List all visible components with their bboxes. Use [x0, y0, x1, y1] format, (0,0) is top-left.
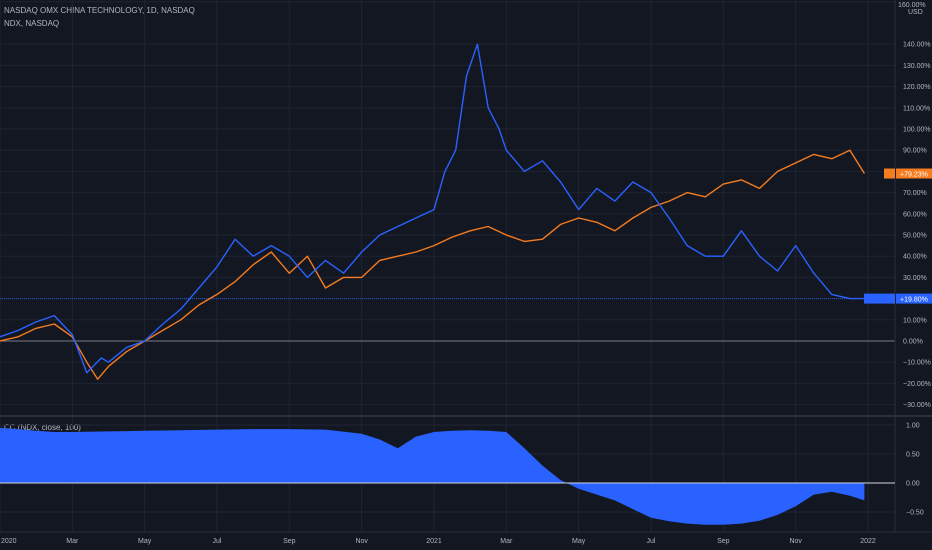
x-tick-label: Jul — [647, 538, 656, 545]
y-tick-label: 70.00% — [903, 190, 927, 197]
ndx-value-badge — [896, 168, 932, 179]
china-tech-value-badge — [896, 293, 932, 304]
ndx-value-label: +79.23% — [900, 172, 928, 179]
cc-y-tick-label: −0.50 — [906, 510, 924, 517]
y-tick-label: 50.00% — [903, 233, 927, 240]
symbol-line: NASDAQ OMX CHINA TECHNOLOGY, 1D, NASDAQ — [4, 6, 195, 15]
ndx-symbol-badge — [884, 168, 895, 179]
y-tick-label: 140.00% — [903, 42, 931, 49]
x-tick-label: Sep — [283, 538, 296, 545]
x-tick-label: Nov — [789, 538, 802, 545]
y-tick-label-top: 160.00% — [898, 2, 926, 9]
y-tick-label: 90.00% — [903, 148, 927, 155]
series-line-china-tech — [0, 43, 865, 374]
currency-label: USD — [908, 9, 923, 16]
x-tick-label: Nov — [355, 538, 368, 545]
cc-y-tick-label: 0.00 — [906, 481, 920, 488]
x-tick-label: Mar — [500, 538, 513, 545]
y-tick-label: 110.00% — [903, 105, 930, 112]
series-line-ndx — [0, 149, 865, 380]
y-tick-label: 130.00% — [903, 63, 931, 70]
cc-area — [0, 427, 865, 525]
indicator-label: CC (NDX, close, 100) — [4, 423, 81, 432]
x-tick-label: Mar — [66, 538, 79, 545]
y-tick-label: 120.00% — [903, 84, 931, 91]
china-tech-value-label: +19.80% — [900, 297, 928, 304]
x-tick-label: 2021 — [426, 538, 442, 545]
x-tick-label: 2022 — [860, 538, 876, 545]
y-tick-label: 0.00% — [903, 339, 923, 346]
y-tick-label: −20.00% — [903, 381, 931, 388]
x-tick-label: May — [138, 538, 152, 545]
cc-y-tick-label: 0.50 — [906, 452, 920, 459]
y-tick-label: 10.00% — [903, 317, 927, 324]
y-tick-label: 100.00% — [903, 127, 931, 134]
x-tick-label: Jul — [213, 538, 222, 545]
cc-y-tick-label: 1.00 — [906, 423, 920, 430]
y-tick-label: −10.00% — [903, 360, 931, 367]
x-tick-label: 2020 — [1, 538, 17, 545]
compare-line: NDX, NASDAQ — [4, 19, 60, 28]
china-tech-symbol-badge — [864, 293, 895, 304]
y-tick-label: 30.00% — [903, 275, 927, 282]
x-tick-label: May — [572, 538, 586, 545]
y-tick-label: 60.00% — [903, 211, 927, 218]
x-tick-label: Sep — [717, 538, 730, 545]
y-tick-label: −30.00% — [903, 402, 931, 409]
y-tick-label: 40.00% — [903, 254, 927, 261]
